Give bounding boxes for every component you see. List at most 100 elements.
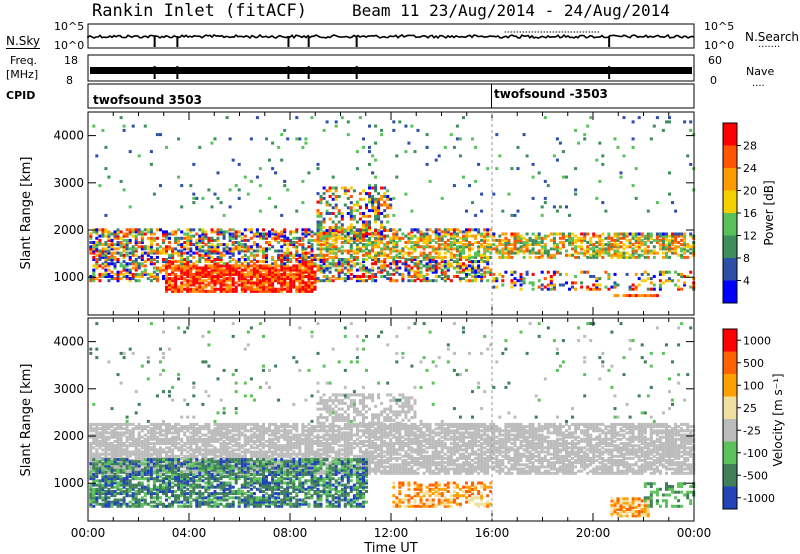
power-cell (425, 279, 429, 283)
power-cell (95, 245, 99, 249)
velocity-cell (140, 504, 144, 508)
velocity-cell (192, 439, 196, 443)
velocity-cell (146, 473, 150, 476)
power-cell (477, 260, 481, 264)
power-cell (410, 258, 414, 261)
power-cell (325, 237, 329, 241)
power-cell (640, 279, 644, 283)
velocity-cell (116, 435, 120, 439)
velocity-cell (134, 442, 138, 445)
power-cell (301, 270, 305, 274)
power-colorbar-tick-label: 20 (743, 185, 757, 198)
power-cell (289, 268, 293, 272)
power-cell (128, 241, 132, 244)
power-cell (219, 253, 223, 257)
power-cell (207, 289, 211, 293)
power-cell (561, 234, 565, 238)
power-cell (568, 213, 571, 217)
power-cell (583, 234, 587, 238)
power-cell (583, 251, 587, 255)
power-cell (349, 260, 353, 264)
power-cell (265, 285, 268, 289)
power-cell (213, 251, 217, 255)
power-cell (337, 272, 341, 276)
power-cell (362, 258, 365, 261)
power-cell (213, 230, 217, 234)
power-cell (513, 241, 517, 244)
power-cell (334, 120, 338, 124)
power-cell (555, 232, 559, 236)
freq-gap-marker (307, 66, 310, 79)
velocity-cell (162, 460, 165, 464)
power-cell (298, 272, 302, 276)
velocity-cell (159, 442, 162, 445)
power-cell (201, 234, 205, 238)
power-cell (240, 268, 244, 272)
power-cell (134, 234, 138, 238)
power-scatter-cells (89, 116, 696, 298)
velocity-cell (204, 444, 208, 448)
power-cell (410, 230, 414, 234)
power-cell (380, 247, 384, 251)
power-cell (571, 243, 574, 247)
power-cell (201, 230, 205, 234)
power-cell (362, 223, 365, 227)
power-cell (307, 251, 311, 255)
power-cell (513, 213, 517, 217)
power-cell (416, 241, 420, 244)
velocity-cell (180, 439, 184, 443)
power-cell (474, 272, 478, 276)
velocity-cell (186, 475, 190, 479)
power-cell (286, 268, 290, 272)
power-cell (289, 285, 293, 289)
velocity-cell (119, 504, 123, 508)
power-cell (219, 230, 223, 234)
power-cell (298, 285, 302, 289)
power-cell (219, 251, 223, 255)
power-cell (486, 249, 490, 253)
power-cell (262, 281, 265, 285)
power-cell (386, 197, 390, 201)
power-cell (131, 260, 135, 264)
power-cell (334, 245, 338, 249)
velocity-cell (134, 446, 138, 450)
power-cell (465, 272, 468, 276)
power-cell (365, 247, 368, 251)
power-cell (228, 249, 232, 253)
power-cell (437, 251, 441, 255)
power-cell (207, 238, 211, 242)
nsky-gap-marker (153, 36, 156, 47)
velocity-cell (152, 504, 156, 508)
power-cell (292, 281, 296, 285)
power-cell (443, 241, 447, 244)
velocity-cell (143, 502, 147, 506)
power-cell (252, 272, 256, 276)
power-cell (234, 236, 238, 240)
velocity-cell (155, 502, 159, 506)
power-cell (358, 275, 362, 278)
power-cell (452, 236, 456, 240)
power-cell (595, 279, 599, 283)
power-cell (104, 213, 108, 217)
velocity-cell (110, 433, 114, 437)
power-cell (471, 247, 474, 251)
power-cell (677, 272, 681, 276)
velocity-cell (198, 466, 202, 470)
power-cell (565, 205, 568, 209)
power-cell (198, 238, 202, 242)
power-cell (262, 236, 265, 240)
power-cell (162, 258, 165, 261)
power-cell (495, 251, 499, 255)
power-cell (404, 150, 408, 154)
velocity-cell (162, 504, 165, 508)
power-cell (331, 197, 335, 201)
power-cell (465, 279, 468, 283)
power-cell (340, 186, 344, 190)
velocity-cell (95, 435, 99, 439)
velocity-cell (95, 456, 99, 460)
velocity-cell (116, 422, 120, 426)
velocity-cell (104, 498, 108, 502)
velocity-cell (107, 437, 111, 441)
velocity-cell (110, 468, 114, 472)
power-cell (637, 245, 641, 249)
